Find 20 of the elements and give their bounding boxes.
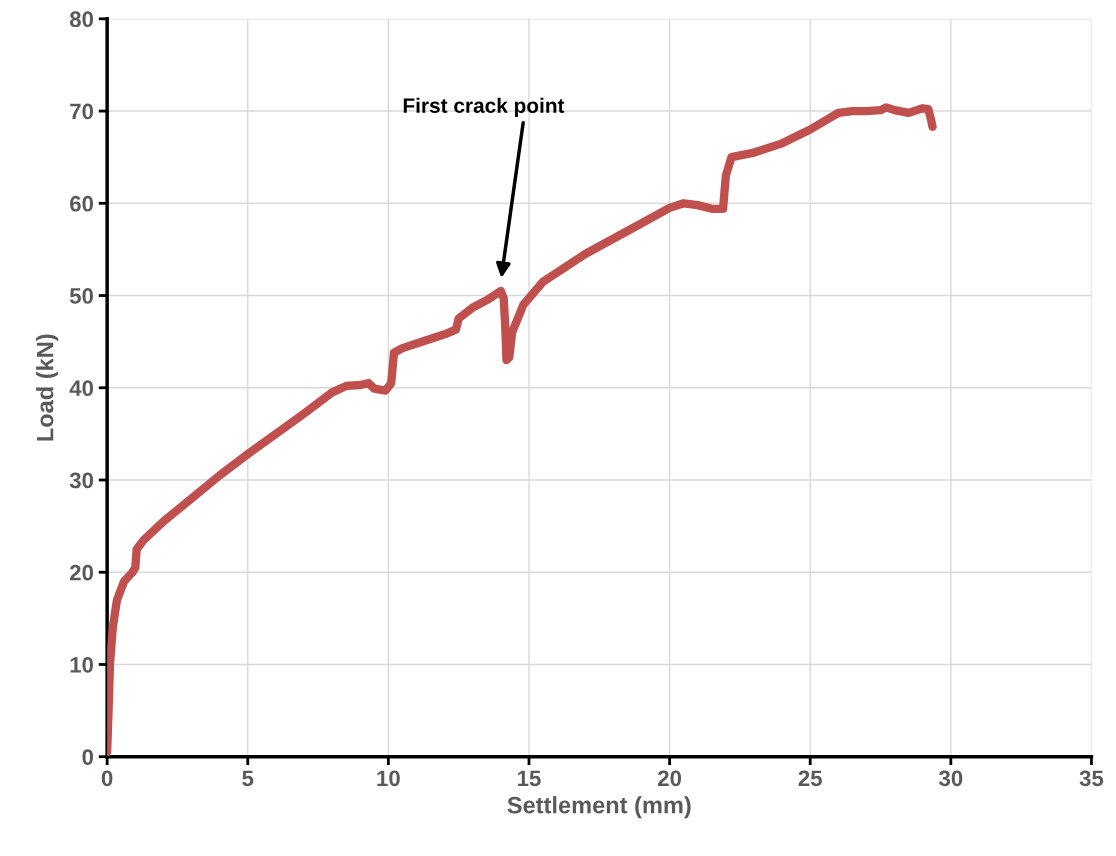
x-tick-label: 15	[518, 770, 541, 787]
y-tick-label: 70	[70, 103, 94, 120]
x-axis-title: Settlement (mm)	[507, 796, 691, 819]
y-tick-label: 0	[82, 749, 94, 765]
y-tick-label: 10	[70, 657, 94, 673]
x-tick-label: 25	[798, 770, 822, 787]
y-tick-label: 50	[69, 288, 94, 304]
x-tick-label: 20	[658, 770, 682, 787]
y-tick-label: 80	[69, 11, 94, 28]
y-axis-title: Load (kN)	[36, 334, 59, 441]
x-tick-label: 35	[1079, 770, 1104, 787]
x-tick-label: 5	[242, 770, 254, 787]
y-tick-label: 60	[70, 195, 94, 212]
y-tick-label: 20	[70, 564, 94, 581]
y-tick-label: 40	[69, 380, 94, 397]
annotation: First crack point	[403, 97, 565, 118]
x-tick-label: 30	[938, 770, 963, 787]
x-tick-label: 10	[377, 770, 400, 787]
x-tick-label: 0	[101, 770, 113, 787]
y-tick-label: 30	[69, 472, 94, 489]
